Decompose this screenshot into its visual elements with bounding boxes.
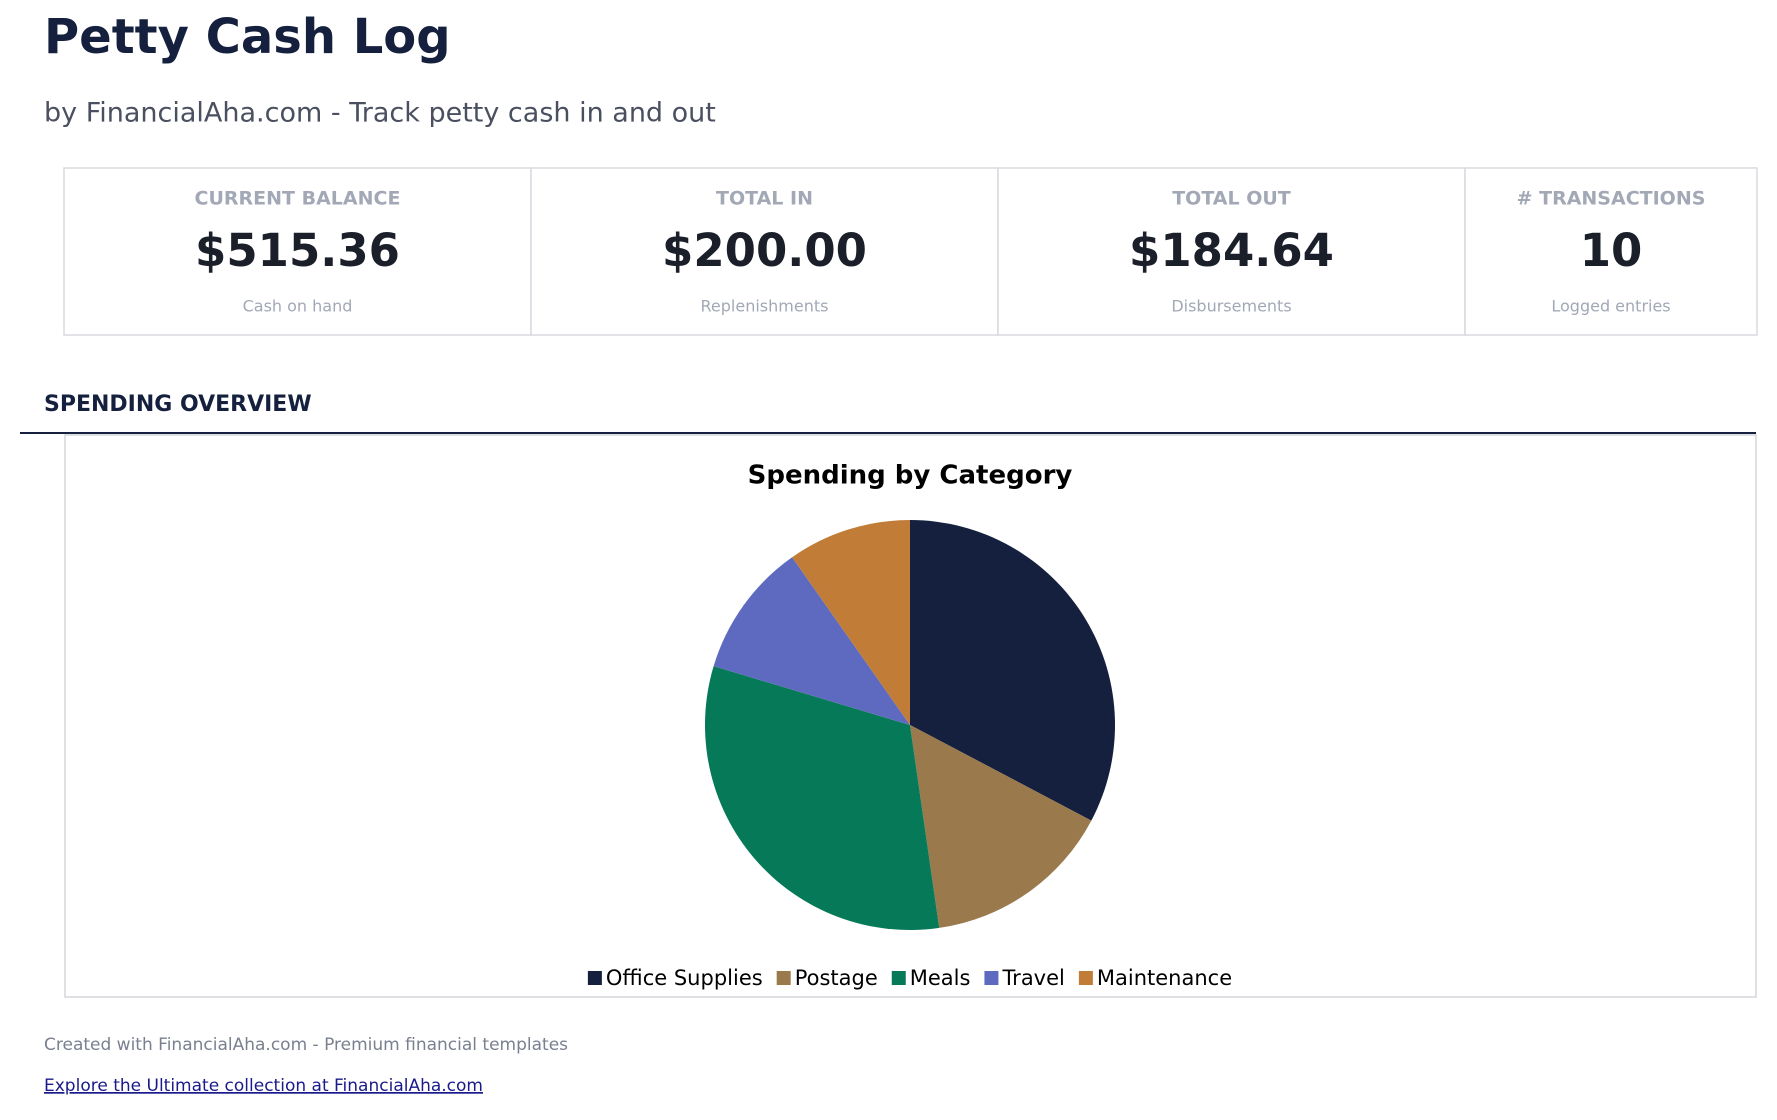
kpi-note: Disbursements — [1171, 297, 1291, 316]
legend: Office Supplies Postage Meals Travel Mainten… — [587, 966, 1232, 990]
chart-title: Spending by Category — [748, 461, 1073, 491]
legend-swatch — [891, 971, 906, 985]
kpi-note: Logged entries — [1551, 297, 1670, 316]
legend-swatch — [984, 971, 999, 985]
kpi-value: $184.64 — [1129, 224, 1334, 277]
kpi-label: CURRENT BALANCE — [195, 188, 401, 210]
pie-slice — [910, 520, 1115, 821]
legend-label: Travel — [1001, 966, 1064, 990]
legend-swatch — [776, 971, 791, 985]
kpi-value: 10 — [1580, 224, 1643, 277]
pie-slice — [713, 557, 910, 725]
kpi-note: Cash on hand — [243, 297, 353, 316]
pie — [705, 520, 1115, 930]
legend-swatch — [1078, 971, 1093, 985]
kpi-card — [997, 167, 1466, 336]
kpi-value: $200.00 — [662, 224, 867, 277]
legend-label: Postage — [795, 966, 878, 990]
pie-slice — [910, 725, 1092, 928]
kpi-label: TOTAL IN — [716, 188, 813, 210]
kpi-value: $515.36 — [195, 224, 400, 277]
section-title: SPENDING OVERVIEW — [44, 392, 312, 417]
legend-label: Office Supplies — [606, 966, 763, 990]
legend-label: Meals — [910, 966, 971, 990]
kpi-card — [63, 167, 532, 336]
kpi-label: TOTAL OUT — [1172, 188, 1291, 210]
subtitle: by FinancialAha.com - Track petty cash i… — [44, 98, 716, 129]
kpi-card — [1464, 167, 1758, 336]
page-title: Petty Cash Log — [44, 9, 451, 65]
kpi-card — [530, 167, 999, 336]
legend-swatch — [587, 971, 602, 985]
footer-link[interactable]: Explore the Ultimate collection at Finan… — [44, 1076, 483, 1096]
kpi-note: Replenishments — [701, 297, 829, 316]
pie-slice — [792, 520, 910, 725]
pie-slice — [705, 666, 940, 930]
kpi-label: # TRANSACTIONS — [1517, 188, 1706, 210]
footer-text: Created with FinancialAha.com - Premium … — [44, 1035, 568, 1055]
kpi-row: CURRENT BALANCE $515.36 Cash on hand TOTAL … — [63, 167, 1758, 336]
legend-label: Maintenance — [1097, 966, 1232, 990]
